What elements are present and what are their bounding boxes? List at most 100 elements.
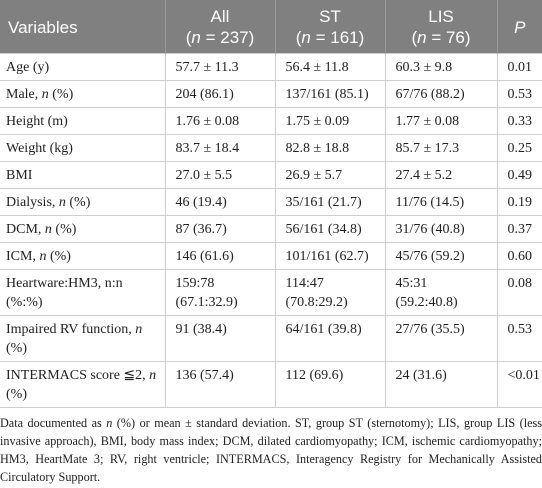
text-segment: 159:78 (67.1:32.9) [175,276,238,310]
text-segment: (%) [6,387,27,402]
table-cell: 56/161 (34.8) [274,215,386,243]
text-segment: (%) [46,249,71,264]
table-cell: 91 (38.4) [164,315,276,362]
table-cell: 85.7 ± 17.3 [384,134,498,162]
text-segment: 0.19 [507,195,533,210]
header-line: ST [284,6,377,27]
table-cell: 0.60 [496,242,542,270]
text-segment: 1.75 ± 0.09 [285,114,350,129]
header-cell: LIS (n = 76) [384,0,497,54]
text-segment: n [301,28,311,47]
text-segment: <0.01 [507,368,540,383]
text-segment: (%) [48,87,74,102]
table-cell: 24 (31.6) [384,361,498,408]
table-cell: 136 (57.4) [164,361,276,408]
header-line: Variables [8,17,157,38]
row-label: ICM, n (%) [0,242,166,270]
text-segment: 45/76 (59.2) [395,249,465,264]
row-label: Height (m) [0,107,166,135]
table-cell: 46 (19.4) [164,188,276,216]
text-segment: 1.76 ± 0.08 [175,114,240,129]
text-segment: 0.49 [507,168,533,183]
text-segment: Weight (kg) [6,141,73,156]
table-cell: 26.9 ± 5.7 [274,161,386,189]
text-segment: 0.08 [507,276,533,291]
text-segment: 27.0 ± 5.5 [175,168,233,183]
text-segment: = 161) [310,28,365,47]
table-cell: 159:78 (67.1:32.9) [164,269,276,316]
table-cell: 0.19 [496,188,542,216]
row-label: BMI [0,161,166,189]
row-label: Dialysis, n (%) [0,188,166,216]
table-cell: 27.4 ± 5.2 [384,161,498,189]
text-segment: 60.3 ± 9.8 [395,60,453,75]
text-segment: n [149,368,157,383]
table: Variables All (n = 237) ST (n = 161) LIS (n = … [0,0,542,408]
text-segment: 85.7 ± 17.3 [395,141,460,156]
table-cell: 204 (86.1) [164,80,276,108]
table-cell: 1.75 ± 0.09 [274,107,386,135]
header-line: (n = 76) [394,27,489,48]
text-segment: ICM, [6,249,40,264]
table-cell: 0.53 [496,80,542,108]
text-segment: (%) [65,195,91,210]
table-cell: 0.01 [496,53,542,81]
header-cell: All (n = 237) [164,0,275,54]
text-segment: Male, [6,87,42,102]
text-segment: 56/161 (34.8) [285,222,362,237]
text-segment: 0.37 [507,222,533,237]
text-segment: All [210,7,230,26]
text-segment: P [514,17,526,37]
text-segment: 46 (19.4) [175,195,227,210]
text-segment: Data documented as [0,416,107,430]
text-segment: (%) [51,222,77,237]
table-row: Dialysis, n (%) 46 (19.4) 35/161 (21.7) 11/… [0,188,542,216]
text-segment: 56.4 ± 11.8 [285,60,349,75]
row-label: Age (y) [0,53,166,81]
text-segment: n [41,87,49,102]
table-cell: 87 (36.7) [164,215,276,243]
footnote: Data documented as n (%) or mean ± stand… [0,408,542,486]
table-cell: 1.76 ± 0.08 [164,107,276,135]
text-segment: n [39,249,47,264]
table-row: DCM, n (%) 87 (36.7) 56/161 (34.8) 31/76 (4… [0,215,542,243]
table-cell: 0.37 [496,215,542,243]
table-cell: 45/76 (59.2) [384,242,498,270]
header-row: Variables All (n = 237) ST (n = 161) LIS (n = … [0,0,542,54]
text-segment: ( [411,28,418,47]
table-cell: 45:31 (59.2:40.8) [384,269,498,316]
header-line: (n = 161) [284,27,377,48]
text-segment: n [417,28,427,47]
table-cell: 112 (69.6) [274,361,386,408]
row-label: Weight (kg) [0,134,166,162]
text-segment: Heartware:HM3, n:n (%:%) [6,276,123,310]
text-segment: 0.53 [507,322,533,337]
table-body: Age (y) 57.7 ± 11.3 56.4 ± 11.8 60.3 ± 9.8 0… [0,53,542,408]
table-cell: 60.3 ± 9.8 [384,53,498,81]
table-cell: 64/161 (39.8) [274,315,386,362]
text-segment: 82.8 ± 18.8 [285,141,350,156]
row-label: Male, n (%) [0,80,166,108]
text-segment: n [191,28,201,47]
table-cell: 83.7 ± 18.4 [164,134,276,162]
text-segment: 64/161 (39.8) [285,322,362,337]
header-line: (n = 237) [174,27,267,48]
text-segment: Age (y) [6,60,50,75]
text-segment: 114:47 (70.8:29.2) [285,276,348,310]
table-cell: 0.49 [496,161,542,189]
text-segment: 83.7 ± 18.4 [175,141,240,156]
text-segment: ( [185,28,192,47]
text-segment: ( [295,28,302,47]
text-segment: n [44,222,52,237]
text-segment: 0.53 [507,87,533,102]
text-segment: n [58,195,66,210]
text-segment: 1.77 ± 0.08 [395,114,460,129]
text-segment: = 237) [200,28,255,47]
text-segment: ST [319,7,341,26]
text-segment: 0.01 [507,60,533,75]
text-segment: n [135,322,143,337]
table-cell: 0.33 [496,107,542,135]
table-row: Age (y) 57.7 ± 11.3 56.4 ± 11.8 60.3 ± 9.8 0… [0,53,542,81]
text-segment: 27/76 (35.5) [395,322,465,337]
text-segment: BMI [6,168,33,183]
